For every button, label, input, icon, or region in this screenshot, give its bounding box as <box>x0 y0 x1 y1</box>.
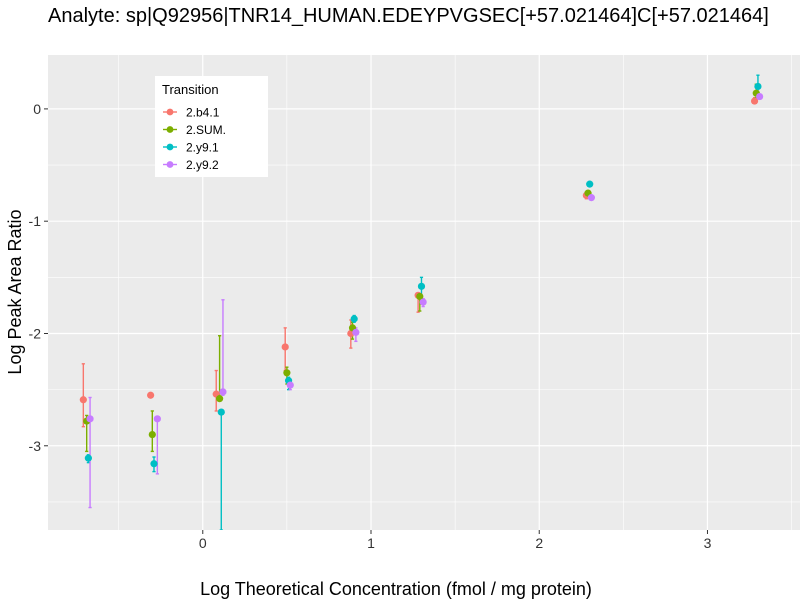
data-point <box>756 92 764 101</box>
data-point <box>215 395 224 403</box>
data-point <box>419 298 427 306</box>
data-points <box>79 82 764 468</box>
data-point <box>754 82 762 91</box>
data-point <box>281 343 289 351</box>
data-point <box>147 391 155 399</box>
y-tick-label: -3 <box>29 438 42 454</box>
y-tick-label: -1 <box>29 213 42 229</box>
data-point <box>352 328 360 336</box>
y-axis-ticks: 0 -1 -2 -3 <box>29 101 48 454</box>
data-point <box>416 292 424 301</box>
data-point <box>150 460 158 468</box>
x-tick-label: 1 <box>367 535 375 551</box>
legend: Transition 2.b4.1 2.SUM. 2.y9.1 2.y9.2 <box>155 76 268 177</box>
data-point <box>286 381 294 389</box>
data-point <box>750 97 759 105</box>
chart-title: Analyte: sp|Q92956|TNR14_HUMAN.EDEYPVGSE… <box>48 5 769 27</box>
legend-key-point <box>166 108 174 116</box>
data-point <box>586 180 594 188</box>
x-tick-label: 2 <box>535 535 543 551</box>
y-tick-label: 0 <box>33 101 41 117</box>
data-point <box>84 454 92 462</box>
data-point <box>86 415 94 423</box>
legend-background <box>155 76 268 177</box>
data-point <box>148 430 156 439</box>
legend-label: 2.b4.1 <box>186 106 220 120</box>
legend-label: 2.y9.2 <box>186 158 219 172</box>
legend-label: 2.y9.1 <box>186 141 219 155</box>
data-point <box>219 388 227 396</box>
data-point <box>217 408 225 416</box>
legend-label: 2.SUM. <box>186 123 226 137</box>
y-axis-title: Log Peak Area Ratio <box>5 209 25 374</box>
x-tick-label: 0 <box>199 535 207 551</box>
data-point <box>283 369 291 377</box>
legend-key-point <box>166 161 174 168</box>
y-tick-label: -2 <box>29 325 42 341</box>
legend-key-point <box>166 143 174 151</box>
data-point <box>79 396 87 404</box>
legend-key-point <box>166 126 174 133</box>
x-axis-title: Log Theoretical Concentration (fmol / mg… <box>200 579 592 599</box>
x-tick-label: 3 <box>704 535 712 551</box>
legend-title: Transition <box>162 82 219 97</box>
data-point <box>417 282 426 290</box>
data-point <box>587 194 595 202</box>
data-point <box>153 415 161 423</box>
data-point <box>350 315 358 323</box>
x-axis-ticks: 0 1 2 3 <box>199 530 712 551</box>
